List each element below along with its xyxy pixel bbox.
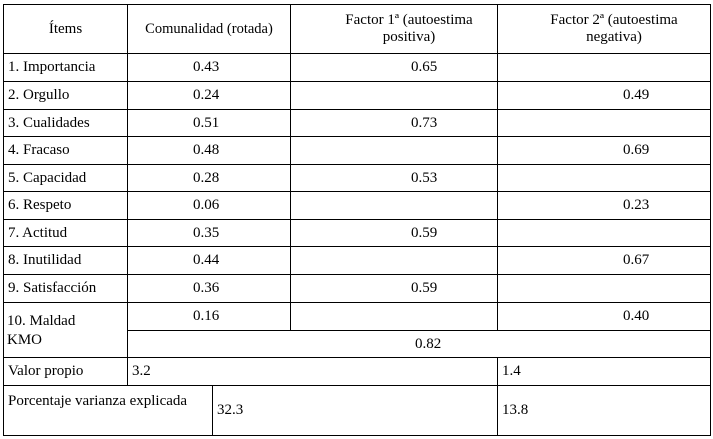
table-cell: 0.59 (290, 274, 498, 303)
table-cell: 13.8 (497, 385, 711, 436)
table-cell: 4. Fracaso (3, 136, 128, 165)
table-cell: 0.43 (127, 53, 291, 82)
table-cell (497, 109, 711, 137)
table-cell (497, 53, 711, 82)
table-cell: 9. Satisfacción (3, 274, 128, 303)
table-cell: Porcentaje varianza explicada (3, 385, 213, 436)
table-cell: 0.73 (290, 109, 498, 137)
table-cell: 0.23 (497, 191, 711, 220)
kmo-label: KMO (7, 332, 43, 348)
table-cell: 0.44 (127, 246, 291, 275)
table-cell: 0.67 (497, 246, 711, 275)
table-cell (497, 219, 711, 247)
table-cell (290, 136, 498, 165)
table-cell: 1. Importancia (3, 53, 128, 82)
table-cell: 0.36 (127, 274, 291, 303)
table-cell: 0.51 (127, 109, 291, 137)
table-cell (497, 164, 711, 192)
table-cell: 0.69 (497, 136, 711, 165)
table-cell: 0.65 (290, 53, 498, 82)
table-cell: 3. Cualidades (3, 109, 128, 137)
table-cell: Factor 2ª (autoestima negativa) (497, 4, 711, 54)
table-cell: 0.49 (497, 81, 711, 110)
table-cell: Ítems (3, 4, 128, 54)
table-cell: 5. Capacidad (3, 164, 128, 192)
table-cell: 0.28 (127, 164, 291, 192)
table-cell (497, 274, 711, 303)
table-cell: 3.2 (127, 357, 498, 386)
table-cell: 6. Respeto (3, 191, 128, 220)
table-cell (290, 191, 498, 220)
table-cell: 0.53 (290, 164, 498, 192)
table-cell: 0.16 (127, 302, 291, 331)
table-cell (290, 246, 498, 275)
table-cell: 0.06 (127, 191, 291, 220)
table-cell (3, 302, 128, 358)
table-cell: 0.82 (127, 330, 711, 358)
table-cell (290, 302, 498, 331)
table-cell: 0.24 (127, 81, 291, 110)
item-label: 10. Maldad (7, 313, 76, 329)
table-cell: Factor 1ª (autoestima positiva) (290, 4, 498, 54)
table-cell: 0.59 (290, 219, 498, 247)
table-cell: 32.3 (212, 385, 498, 436)
table-cell: Comunalidad (rotada) (127, 4, 291, 54)
table-cell (290, 81, 498, 110)
table-cell: 2. Orgullo (3, 81, 128, 110)
table-cell: Valor propio (3, 357, 128, 386)
table-cell: 7. Actitud (3, 219, 128, 247)
table-cell: 0.35 (127, 219, 291, 247)
table-cell: 8. Inutilidad (3, 246, 128, 275)
table-cell: 1.4 (497, 357, 711, 386)
table-cell: 0.48 (127, 136, 291, 165)
table-cell: 0.40 (497, 302, 711, 331)
